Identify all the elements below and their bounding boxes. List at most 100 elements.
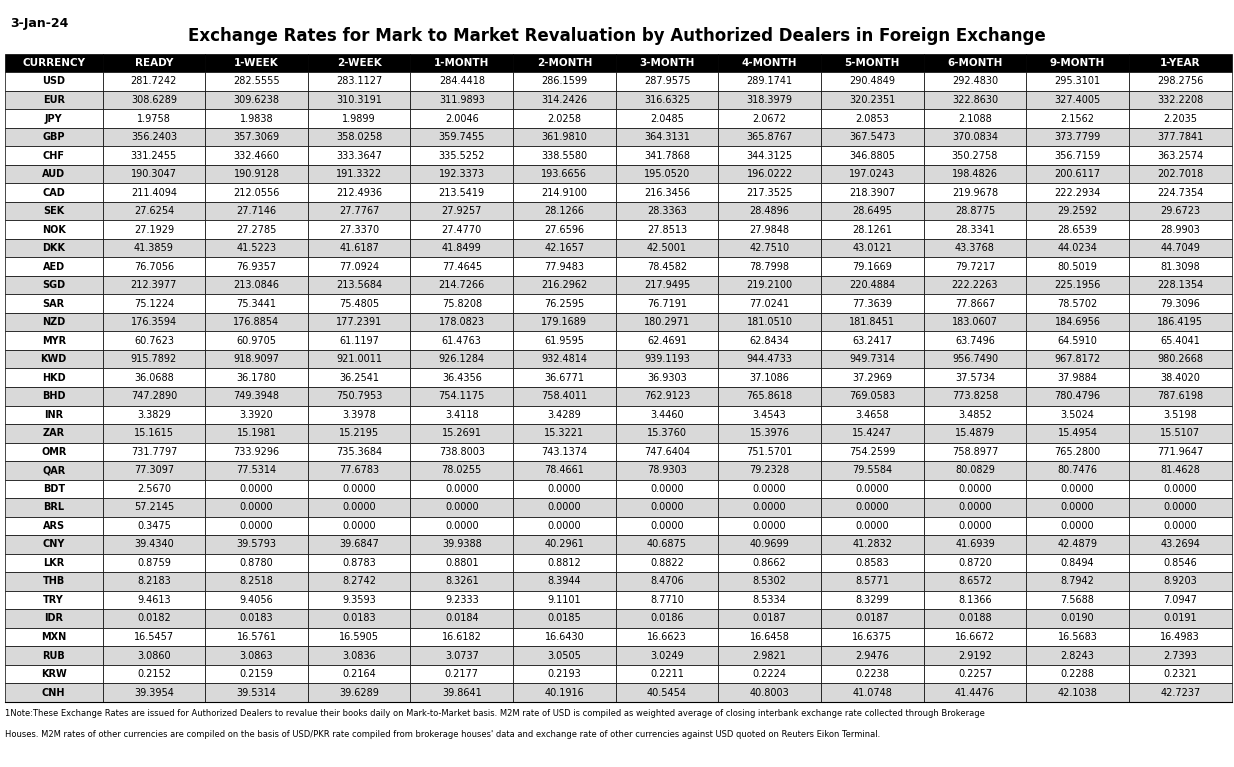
Bar: [1129, 239, 1232, 258]
Bar: [821, 72, 923, 91]
Bar: [5, 591, 102, 609]
Text: 29.6723: 29.6723: [1160, 206, 1201, 216]
Bar: [616, 387, 718, 406]
Bar: [102, 406, 205, 424]
Bar: [307, 406, 411, 424]
Bar: [1027, 498, 1129, 517]
Bar: [5, 350, 102, 368]
Text: 0.2152: 0.2152: [137, 669, 170, 679]
Bar: [718, 91, 821, 109]
Text: 7.5688: 7.5688: [1061, 595, 1095, 605]
Bar: [923, 295, 1027, 313]
Text: 2.0258: 2.0258: [548, 114, 581, 123]
Bar: [102, 146, 205, 165]
Text: 79.1669: 79.1669: [853, 262, 892, 272]
Text: IDR: IDR: [44, 614, 63, 624]
Bar: [616, 295, 718, 313]
Text: USD: USD: [42, 77, 65, 87]
Text: AED: AED: [43, 262, 65, 272]
Bar: [1027, 183, 1129, 202]
Bar: [616, 424, 718, 443]
Bar: [411, 54, 513, 72]
Bar: [718, 572, 821, 591]
Bar: [307, 72, 411, 91]
Bar: [718, 647, 821, 665]
Text: 28.1266: 28.1266: [544, 206, 585, 216]
Text: 9.3593: 9.3593: [342, 595, 376, 605]
Bar: [307, 609, 411, 627]
Text: 15.2691: 15.2691: [442, 428, 481, 438]
Text: 38.4020: 38.4020: [1160, 373, 1201, 383]
Text: 64.5910: 64.5910: [1058, 336, 1097, 346]
Bar: [1027, 146, 1129, 165]
Bar: [411, 276, 513, 295]
Text: 0.0000: 0.0000: [958, 521, 992, 531]
Text: SAR: SAR: [43, 298, 65, 308]
Text: 0.0184: 0.0184: [445, 614, 479, 624]
Text: 36.2541: 36.2541: [339, 373, 379, 383]
Text: 308.6289: 308.6289: [131, 95, 176, 105]
Bar: [1129, 54, 1232, 72]
Bar: [616, 276, 718, 295]
Bar: [923, 183, 1027, 202]
Bar: [513, 479, 616, 498]
Text: 751.5701: 751.5701: [747, 447, 793, 457]
Bar: [616, 91, 718, 109]
Bar: [411, 128, 513, 146]
Bar: [411, 350, 513, 368]
Bar: [411, 443, 513, 461]
Text: 0.8583: 0.8583: [855, 558, 890, 568]
Text: 0.2211: 0.2211: [650, 669, 684, 679]
Bar: [1129, 479, 1232, 498]
Text: 77.9483: 77.9483: [544, 262, 585, 272]
Bar: [616, 627, 718, 647]
Text: 0.0183: 0.0183: [239, 614, 273, 624]
Bar: [1027, 276, 1129, 295]
Text: 338.5580: 338.5580: [542, 150, 587, 160]
Text: 0.2224: 0.2224: [753, 669, 787, 679]
Bar: [718, 424, 821, 443]
Text: 765.2800: 765.2800: [1055, 447, 1101, 457]
Bar: [513, 276, 616, 295]
Bar: [411, 72, 513, 91]
Text: 0.0000: 0.0000: [445, 521, 479, 531]
Text: 16.4983: 16.4983: [1160, 632, 1201, 642]
Bar: [1129, 683, 1232, 702]
Text: 3-Jan-24: 3-Jan-24: [10, 17, 68, 30]
Bar: [821, 258, 923, 276]
Text: 314.2426: 314.2426: [542, 95, 587, 105]
Text: KWD: KWD: [41, 354, 67, 364]
Bar: [513, 72, 616, 91]
Text: SGD: SGD: [42, 280, 65, 290]
Text: NZD: NZD: [42, 318, 65, 328]
Text: 0.0000: 0.0000: [445, 502, 479, 512]
Text: BRL: BRL: [43, 502, 64, 512]
Text: TRY: TRY: [43, 595, 64, 605]
Text: 27.1929: 27.1929: [133, 225, 174, 235]
Bar: [821, 331, 923, 350]
Bar: [102, 220, 205, 239]
Bar: [513, 350, 616, 368]
Text: 3.0860: 3.0860: [137, 650, 170, 660]
Text: 39.5314: 39.5314: [237, 687, 276, 697]
Bar: [821, 239, 923, 258]
Bar: [923, 165, 1027, 183]
Text: 81.3098: 81.3098: [1160, 262, 1201, 272]
Bar: [1129, 665, 1232, 683]
Bar: [718, 479, 821, 498]
Bar: [307, 572, 411, 591]
Text: 287.9575: 287.9575: [644, 77, 690, 87]
Bar: [1027, 239, 1129, 258]
Text: CAD: CAD: [42, 188, 65, 198]
Bar: [1027, 72, 1129, 91]
Text: 1-MONTH: 1-MONTH: [434, 58, 490, 68]
Bar: [5, 517, 102, 535]
Bar: [102, 424, 205, 443]
Bar: [1129, 609, 1232, 627]
Text: MXN: MXN: [41, 632, 67, 642]
Text: 176.3594: 176.3594: [131, 318, 176, 328]
Bar: [1129, 109, 1232, 128]
Bar: [718, 368, 821, 387]
Bar: [718, 183, 821, 202]
Bar: [411, 609, 513, 627]
